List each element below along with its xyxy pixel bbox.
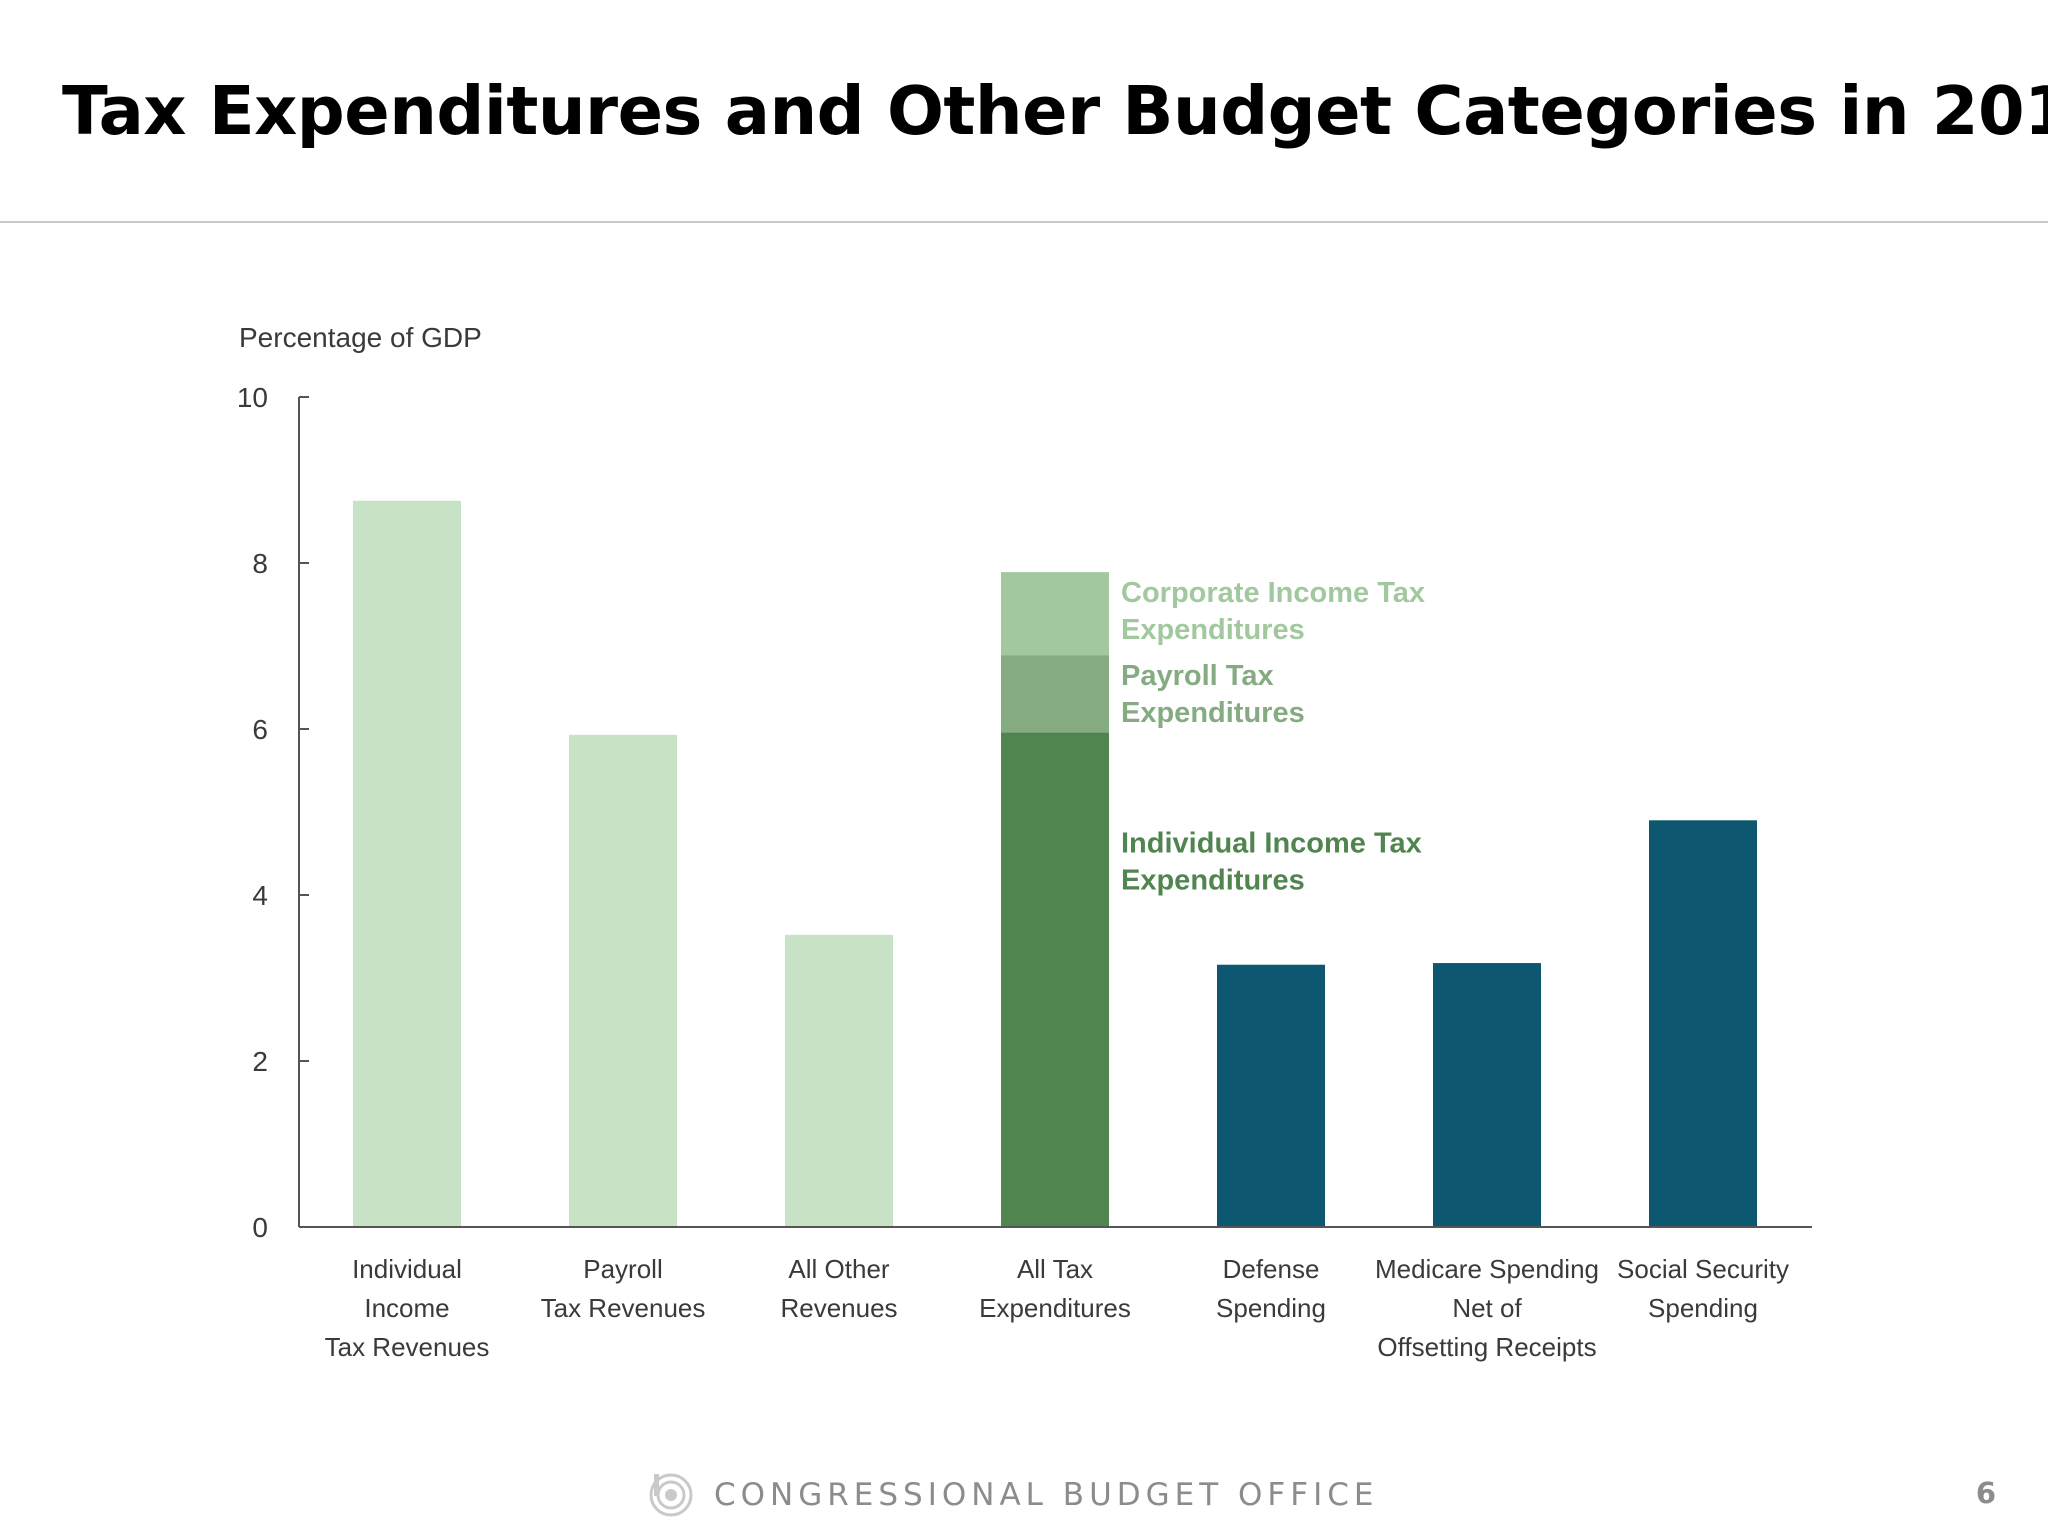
bar-chart: Percentage of GDP Individual Income Tax Rev… — [237, 322, 1812, 1362]
footer-organization: CONGRESSIONAL BUDGET OFFICE — [714, 1477, 1379, 1513]
page-number: 6 — [1975, 1476, 1996, 1510]
title-divider — [0, 221, 2048, 223]
bar-defense-spending — [1217, 964, 1325, 1227]
cbo-logo-icon — [649, 1473, 693, 1517]
y-tick-label: 0 — [252, 1212, 268, 1243]
x-tick-label-individual-income-tax-revenues: Individual Income Tax Revenues — [325, 1254, 490, 1362]
slide-title: Tax Expenditures and Other Budget Catego… — [62, 72, 2048, 150]
bar-individual-income-tax-revenues — [353, 500, 461, 1227]
y-tick-label: 2 — [252, 1046, 268, 1077]
x-tick-label-all-tax-expenditures: All Tax Expenditures — [979, 1254, 1131, 1323]
annotation-individual-income-tax-expenditures: Individual Income Tax Expenditures — [1121, 827, 1422, 896]
x-tick-label-medicare-spending-net-of-offsetting-receipts: Medicare Spending Net of Offsetting Receip… — [1375, 1254, 1599, 1362]
x-tick-label-all-other-revenues: All Other Revenues — [780, 1254, 897, 1323]
bar-segment-corporate-income-tax-expenditures — [1001, 572, 1109, 656]
y-tick-label: 6 — [252, 714, 268, 745]
bar-segment-individual-income-tax-expenditures — [1001, 732, 1109, 1227]
annotation-payroll-tax-expenditures: Payroll Tax Expenditures — [1121, 660, 1305, 729]
x-tick-label-social-security-spending: Social Security Spending — [1617, 1254, 1789, 1323]
x-tick-label-defense-spending: Defense Spending — [1216, 1254, 1326, 1323]
bar-all-other-revenues — [785, 934, 893, 1227]
bar-payroll-tax-revenues — [569, 734, 677, 1227]
y-tick-label: 10 — [237, 382, 268, 413]
x-tick-label-payroll-tax-revenues: Payroll Tax Revenues — [541, 1254, 706, 1323]
footer: CONGRESSIONAL BUDGET OFFICE — [648, 1470, 1378, 1520]
y-axis-title: Percentage of GDP — [239, 322, 482, 353]
annotation-corporate-income-tax-expenditures: Corporate Income Tax Expenditures — [1121, 577, 1425, 646]
bar-medicare-spending-net-of-offsetting-receipts — [1433, 963, 1541, 1227]
y-tick-label: 8 — [252, 548, 268, 579]
bar-segment-payroll-tax-expenditures — [1001, 655, 1109, 733]
y-tick-label: 4 — [252, 880, 268, 911]
bar-social-security-spending — [1649, 820, 1757, 1227]
